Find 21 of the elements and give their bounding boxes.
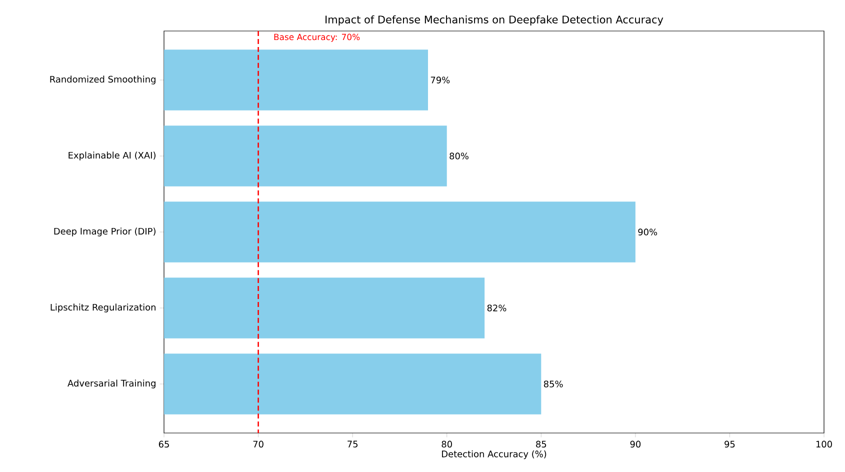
- y-tick-label: Randomized Smoothing: [50, 76, 156, 84]
- data-label: 90%: [638, 228, 658, 236]
- y-tick-label: Deep Image Prior (DIP): [54, 228, 156, 236]
- data-label: 79%: [430, 76, 450, 84]
- x-tick-label: 65: [158, 440, 169, 448]
- x-tick-label: 95: [724, 440, 735, 448]
- y-tick-label: Adversarial Training: [68, 380, 156, 388]
- x-tick-label: 85: [536, 440, 546, 448]
- y-tick-label: Lipschitz Regularization: [50, 304, 156, 312]
- data-label: 85%: [544, 380, 563, 388]
- data-label: 80%: [450, 152, 468, 160]
- x-tick-label: 100: [816, 440, 832, 448]
- x-tick-label: 90: [630, 440, 641, 448]
- ref-line-label: Base Accuracy: 70%: [274, 34, 360, 42]
- chart-title: Impact of Defense Mechanisms on Deepfake Detection Accuracy: [326, 15, 664, 26]
- data-label: 82%: [487, 304, 506, 312]
- x-axis-title: Detection Accuracy (%): [442, 450, 546, 460]
- x-tick-label: 80: [442, 440, 452, 448]
- x-tick-label: 70: [253, 440, 264, 448]
- y-tick-label: Explainable AI (XAI): [68, 152, 156, 160]
- x-tick-label: 75: [348, 440, 358, 448]
